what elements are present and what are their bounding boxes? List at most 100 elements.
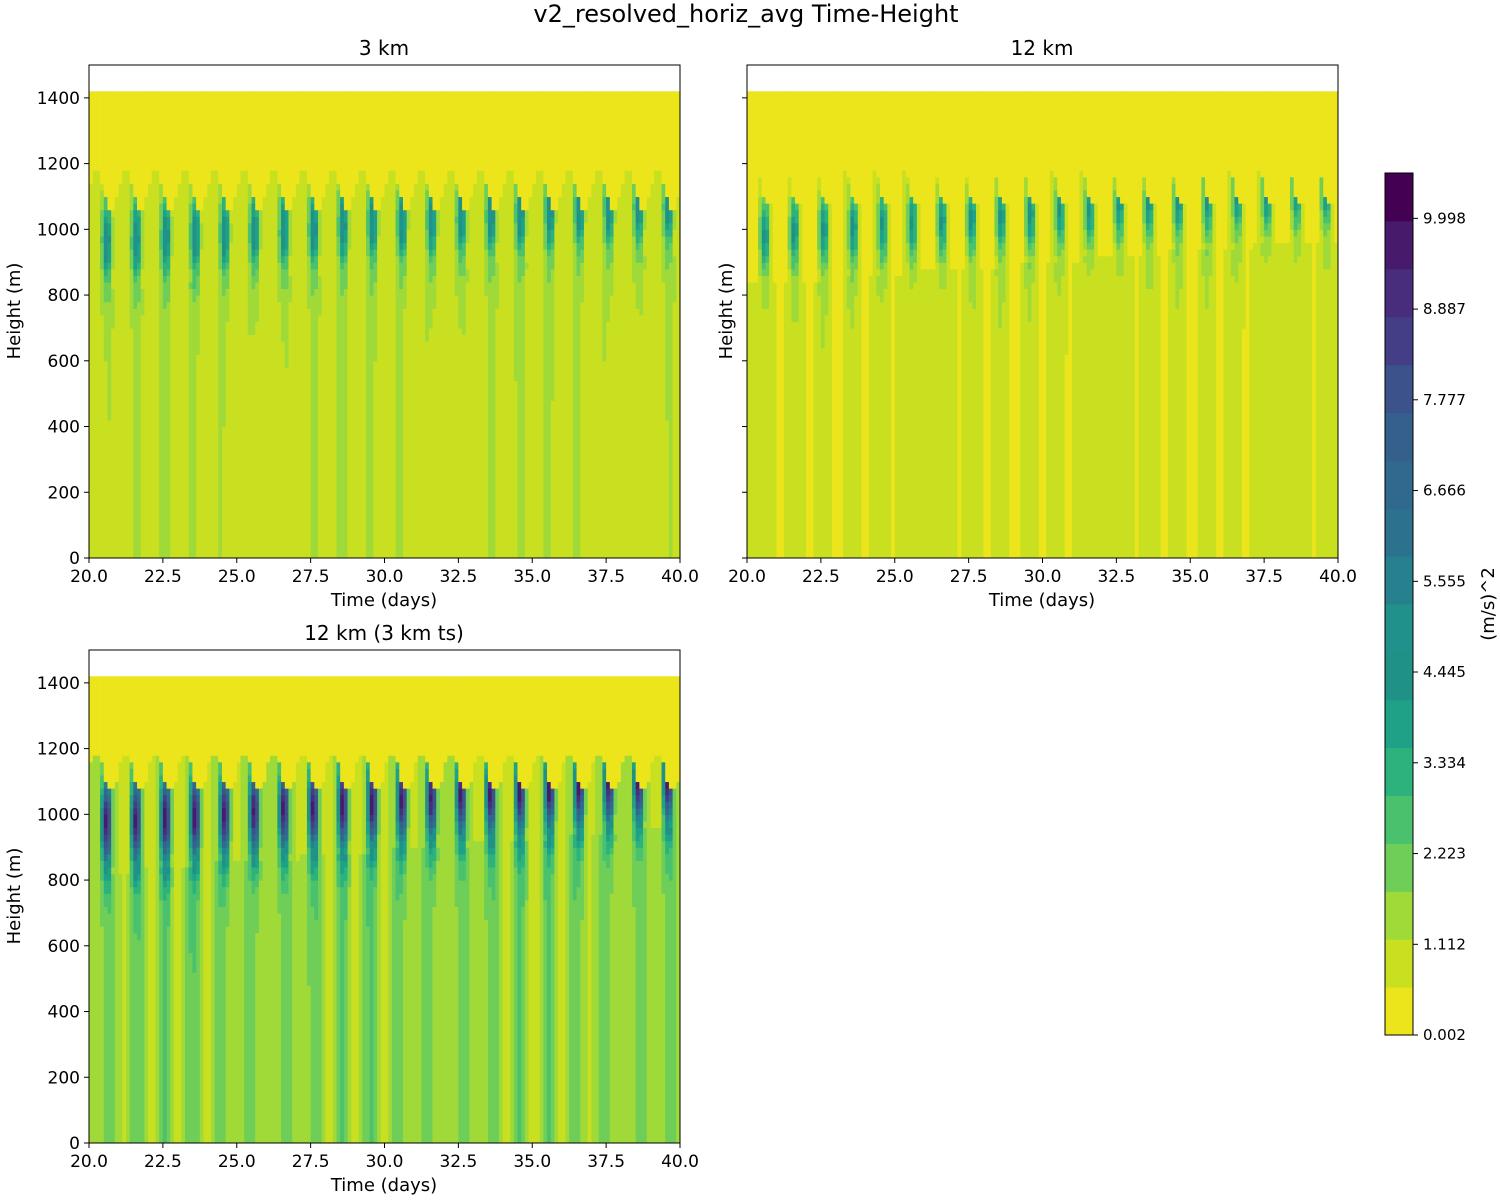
contour-cell — [399, 860, 404, 875]
contour-cell — [306, 255, 312, 309]
contour-cell — [1145, 222, 1151, 230]
contour-cell — [580, 847, 585, 861]
contour-cell — [631, 209, 637, 237]
contour-cell — [196, 275, 201, 296]
x-tick-label: 32.5 — [439, 567, 477, 587]
contour-cell — [162, 794, 168, 802]
contour-cell — [661, 209, 666, 237]
contour-cell — [118, 91, 123, 184]
contour-cell — [162, 196, 168, 204]
contour-cell — [247, 827, 253, 842]
contour-cell — [639, 801, 644, 809]
contour-cell — [369, 794, 375, 815]
contour-cell — [547, 807, 552, 815]
contour-cell — [107, 893, 112, 914]
colorbar-band — [1385, 364, 1413, 413]
x-tick-label: 20.0 — [728, 567, 766, 587]
contour-cell — [100, 880, 105, 927]
contour-cell — [795, 262, 800, 276]
contour-cell — [247, 91, 253, 184]
contour-cell — [1205, 255, 1210, 309]
colorbar-band — [1385, 268, 1413, 318]
y-tick-label: 800 — [48, 286, 80, 306]
contour-cell — [454, 295, 459, 558]
contour-cell — [196, 676, 201, 789]
contour-cell — [1171, 242, 1177, 250]
contour-cell — [576, 827, 581, 835]
contour-cell — [1116, 229, 1121, 244]
contour-cell — [303, 170, 308, 558]
contour-cell — [255, 827, 260, 835]
panel-3km: 3 km Time (days) Height (m) 20.0 22.5 25.0… — [4, 36, 699, 611]
contour-cell — [137, 301, 142, 558]
x-tick-label: 30.0 — [366, 567, 404, 587]
contour-cell — [225, 926, 230, 1143]
contour-cell — [166, 847, 171, 855]
contour-cell — [1120, 203, 1125, 211]
contour-cell — [1083, 229, 1088, 250]
contour-cell — [111, 873, 116, 1143]
contour-cell — [192, 216, 197, 224]
contour-cell — [340, 814, 345, 822]
contour-cell — [428, 827, 434, 835]
contour-cell — [196, 255, 201, 263]
contour-cell — [340, 262, 345, 270]
figure-title: v2_resolved_horiz_avg Time-Height — [533, 0, 958, 28]
contour-cell — [1079, 91, 1084, 171]
contour-cell — [661, 814, 666, 842]
contour-cell — [421, 91, 426, 171]
contour-cell — [1175, 209, 1180, 224]
contour-cell — [968, 209, 973, 230]
contour-cell — [809, 91, 815, 558]
contour-cell — [428, 235, 434, 250]
contour-cell — [129, 235, 134, 250]
contour-cell — [417, 676, 423, 756]
contour-cell — [846, 183, 852, 211]
contour-cell — [491, 222, 496, 237]
contour-cell — [776, 91, 781, 558]
contour-cell — [635, 801, 640, 809]
contour-cell — [288, 301, 293, 558]
contour-cell — [192, 268, 197, 290]
contour-cell — [406, 788, 411, 829]
contour-cell — [572, 899, 578, 1143]
contour-cell — [137, 840, 142, 848]
contour-cell — [547, 814, 552, 822]
contour-cell — [162, 873, 168, 881]
contour-cell — [1112, 189, 1117, 224]
contour-cell — [1234, 222, 1239, 230]
contour-cell — [613, 788, 618, 815]
contour-cell — [196, 847, 201, 855]
contour-cell — [432, 820, 437, 829]
contour-cell — [388, 676, 393, 756]
contour-cell — [1131, 91, 1136, 257]
contour-cell — [240, 91, 245, 171]
contour-cell — [668, 209, 674, 224]
contour-cell — [824, 314, 829, 558]
contour-cell — [1057, 196, 1062, 204]
contour-cell — [221, 196, 227, 211]
contour-cell — [883, 288, 888, 558]
contour-cell — [1208, 216, 1214, 230]
contour-cell — [188, 761, 194, 776]
contour-cell — [517, 676, 522, 783]
contour-cell — [668, 847, 674, 881]
contour-cell — [513, 761, 519, 776]
contour-cell — [277, 229, 282, 237]
contour-cell — [639, 91, 644, 211]
contour-cell — [458, 249, 463, 263]
contour-cell — [1260, 216, 1265, 237]
contour-cell — [620, 676, 626, 763]
contour-cell — [340, 820, 345, 829]
contour-cell — [122, 170, 127, 558]
contour-cell — [129, 834, 134, 848]
colorbar-tick-label: 9.998 — [1423, 209, 1466, 227]
contour-cell — [1323, 268, 1328, 558]
contour-cell — [480, 840, 485, 1143]
contour-cell — [1326, 91, 1332, 204]
contour-cell — [635, 242, 640, 250]
contour-cell — [606, 801, 611, 809]
contour-cell — [650, 183, 655, 558]
contour-cell — [162, 229, 168, 250]
contour-cell — [218, 860, 223, 875]
